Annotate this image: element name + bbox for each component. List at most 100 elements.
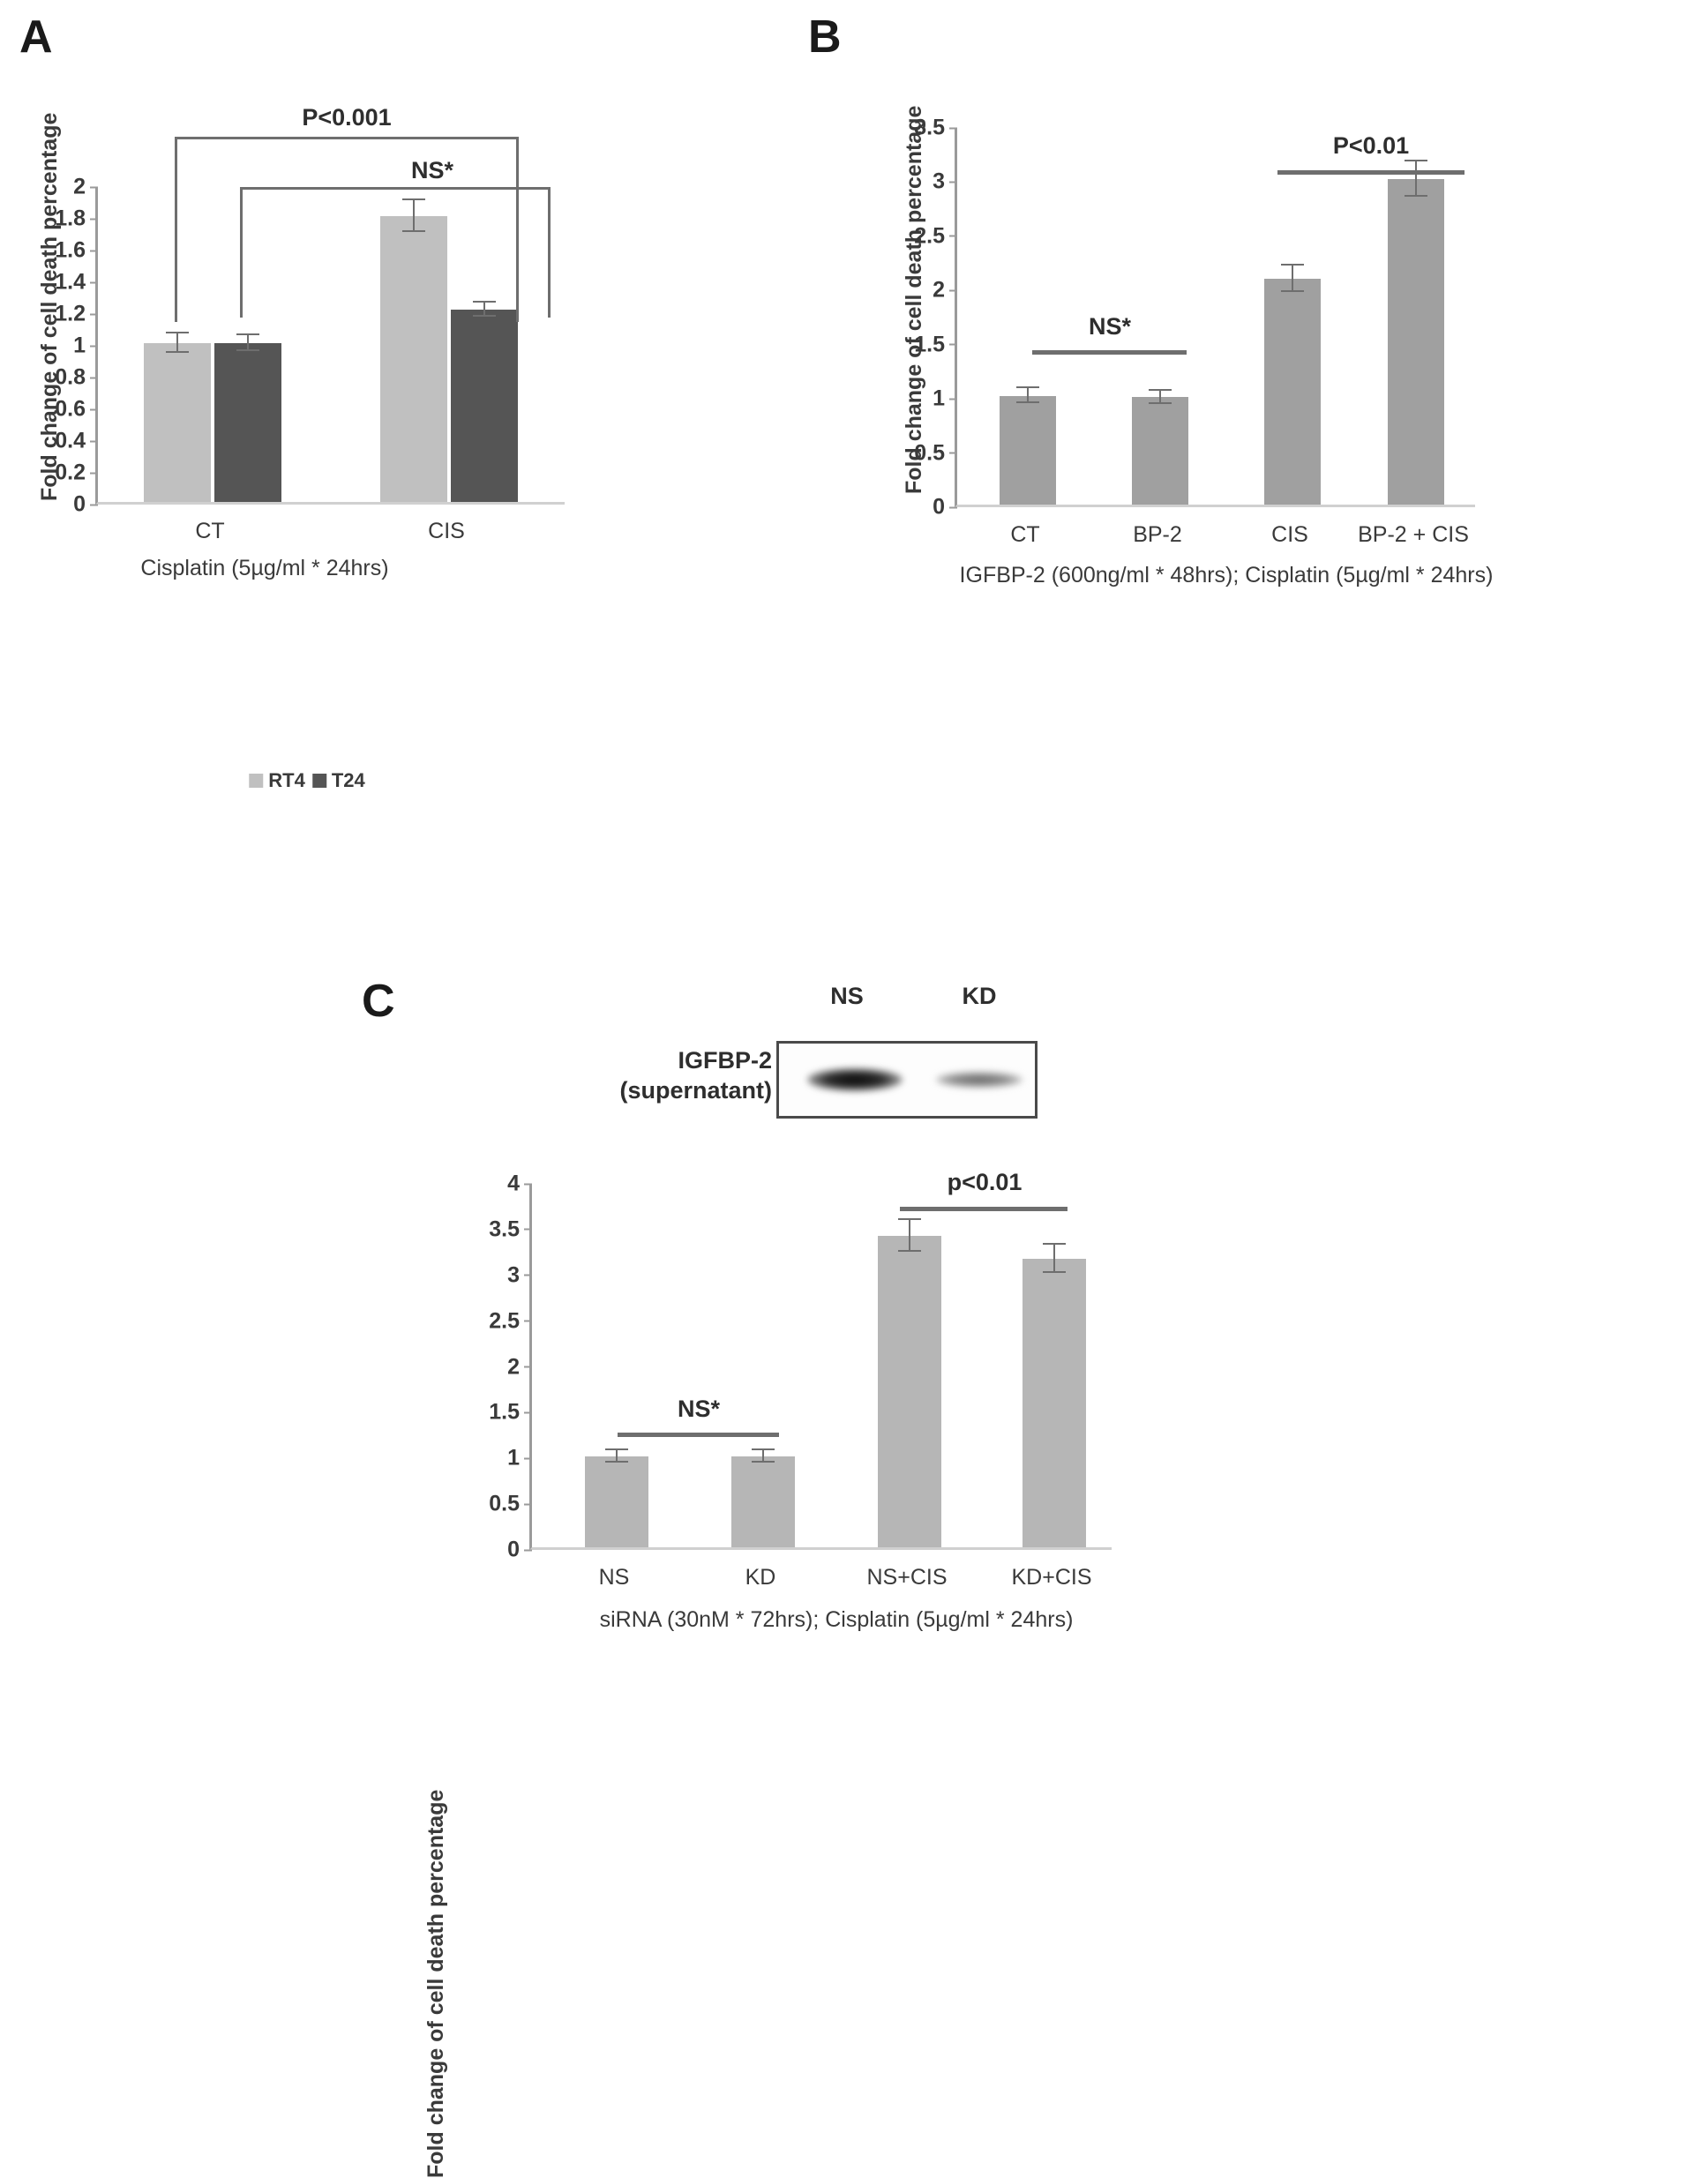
bar-bp2 xyxy=(1132,389,1188,505)
blot-lane-label-ns: NS xyxy=(830,983,864,1009)
panel-a-ytick: 1.8 xyxy=(55,207,98,230)
bar-ct-t24 xyxy=(214,333,281,502)
error-cap-top xyxy=(1016,386,1039,388)
panel-b-x-axis-caption: IGFBP-2 (600ng/ml * 48hrs); Cisplatin (5… xyxy=(959,563,1494,588)
panel-a-ytick: 0.6 xyxy=(55,398,98,421)
panel-b-ytick: 2 xyxy=(933,279,957,302)
panel-c-sigline-p01 xyxy=(900,1207,1068,1211)
panel-a-xlabel-ct: CT xyxy=(195,519,225,543)
panel-a-xlabel-cis: CIS xyxy=(428,519,465,543)
legend-label-t24: T24 xyxy=(331,769,365,791)
error-cap-bottom xyxy=(1043,1271,1066,1273)
error-cap-top xyxy=(166,332,189,333)
panel-b-xlabel-ct: CT xyxy=(1010,522,1040,547)
error-cap-top xyxy=(752,1448,775,1450)
error-bar xyxy=(413,200,415,232)
blot-label: IGFBP-2 (supernatant) xyxy=(618,1046,772,1106)
panel-b-ytick: 0 xyxy=(933,496,957,519)
panel-b-chart: Fold change of cell death percentage 3.5… xyxy=(794,0,1708,794)
panel-c-ytick: 1.5 xyxy=(489,1401,532,1424)
panel-b-sigline-p01 xyxy=(1277,170,1465,175)
error-cap-bottom xyxy=(898,1250,921,1252)
error-cap-bottom xyxy=(1405,195,1427,197)
error-bar xyxy=(1053,1245,1055,1273)
panel-b-ytick: 1.5 xyxy=(914,333,957,356)
panel-b-xlabel-bp2-cis: BP-2 + CIS xyxy=(1358,522,1469,547)
bar-kd-cis xyxy=(1023,1243,1086,1547)
bar-kd xyxy=(731,1448,795,1547)
panel-b-sig-p01: P<0.01 xyxy=(1332,132,1410,159)
panel-c-plot-area: 4 3.5 3 2.5 2 1.5 1 0.5 0 xyxy=(489,1172,1112,1561)
panel-b-ytick: 3 xyxy=(933,170,957,193)
bar-ns xyxy=(585,1448,648,1547)
panel-a-ytick: 2 xyxy=(73,176,98,198)
panel-a-legend: RT4 T24 xyxy=(249,769,365,792)
error-cap-bottom xyxy=(1016,401,1039,403)
panel-a-bracket-p001 xyxy=(175,137,519,322)
error-bar xyxy=(247,335,249,351)
error-bar xyxy=(1159,391,1161,404)
error-cap-top xyxy=(898,1218,921,1220)
panel-c-letter: C xyxy=(362,976,395,1027)
error-bar xyxy=(909,1220,910,1252)
error-bar xyxy=(762,1450,764,1463)
panel-c-x-axis-caption: siRNA (30nM * 72hrs); Cisplatin (5µg/ml … xyxy=(599,1607,1074,1632)
panel-b-sigline-ns xyxy=(1032,350,1187,355)
panel-a-chart: Fold change of cell death percentage 2 1… xyxy=(0,0,618,794)
panel-a-ytick: 0.8 xyxy=(55,366,98,389)
panel-c-sig-ns: NS* xyxy=(677,1396,721,1422)
error-cap-bottom xyxy=(1281,290,1304,292)
panel-a-sig-ns: NS* xyxy=(410,157,454,183)
legend-item-rt4: RT4 xyxy=(249,769,305,792)
panel-c-ytick: 2 xyxy=(507,1356,532,1378)
legend-swatch-t24 xyxy=(311,774,326,788)
panel-c-ytick: 3 xyxy=(507,1264,532,1286)
error-cap-top xyxy=(605,1448,628,1450)
error-bar xyxy=(616,1450,618,1463)
panel-a-ytick: 1.6 xyxy=(55,239,98,262)
panel-b-ytick: 3.5 xyxy=(914,116,957,139)
error-cap-top xyxy=(473,301,496,303)
panel-c-ytick: 2.5 xyxy=(489,1310,532,1332)
error-cap-top xyxy=(1405,160,1427,161)
error-cap-bottom xyxy=(166,351,189,353)
error-bar xyxy=(1027,388,1029,403)
panel-a-sig-p001: P<0.001 xyxy=(302,104,392,131)
error-cap-top xyxy=(236,333,259,335)
panel-c-y-axis-title: Fold change of cell death percentage xyxy=(423,1789,448,2178)
bar-cis xyxy=(1264,264,1321,505)
panel-a-bracket-ns xyxy=(240,187,551,318)
blot-label-line1: IGFBP-2 xyxy=(678,1047,772,1074)
error-bar xyxy=(483,303,485,317)
error-cap-top xyxy=(1281,264,1304,266)
panel-a-ytick: 0.2 xyxy=(55,461,98,484)
error-cap-bottom xyxy=(402,230,425,232)
panel-b-sig-ns: NS* xyxy=(1088,313,1132,340)
panel-a-ytick: 0 xyxy=(73,493,98,516)
blot-band-ns xyxy=(807,1068,903,1091)
legend-label-rt4: RT4 xyxy=(268,769,305,791)
panel-c-xlabel-kd-cis: KD+CIS xyxy=(1011,1565,1092,1590)
error-bar xyxy=(1292,266,1293,292)
panel-c-ytick: 3.5 xyxy=(489,1218,532,1240)
error-cap-top xyxy=(1043,1243,1066,1245)
panel-a-ytick: 1.4 xyxy=(55,271,98,294)
panel-a-letter: A xyxy=(19,11,53,63)
blot-label-line2: (supernatant) xyxy=(619,1076,772,1104)
panel-a-plot-area: 2 1.8 1.6 1.4 1.2 1 0.8 0.6 0.4 0.2 0 xyxy=(55,176,565,515)
error-bar xyxy=(176,333,178,353)
panel-b-y-axis-title: Fold change of cell death percentage xyxy=(902,105,926,494)
panel-c-xlabel-kd: KD xyxy=(745,1565,776,1590)
panel-c-ytick: 1 xyxy=(507,1447,532,1470)
error-bar xyxy=(1415,161,1417,197)
panel-c-ytick: 0 xyxy=(507,1538,532,1561)
panel-b-letter: B xyxy=(808,11,842,63)
bar-ns-cis xyxy=(878,1218,941,1547)
blot-lane-label-kd: KD xyxy=(962,983,997,1009)
legend-swatch-rt4 xyxy=(249,774,264,788)
panel-c-ytick: 4 xyxy=(507,1172,532,1195)
error-cap-top xyxy=(1149,389,1172,391)
panel-c-chart: Fold change of cell death percentage 4 3… xyxy=(371,1147,1323,2178)
panel-c-sig-p01: p<0.01 xyxy=(947,1169,1023,1195)
bar-cis-rt4 xyxy=(380,198,447,502)
